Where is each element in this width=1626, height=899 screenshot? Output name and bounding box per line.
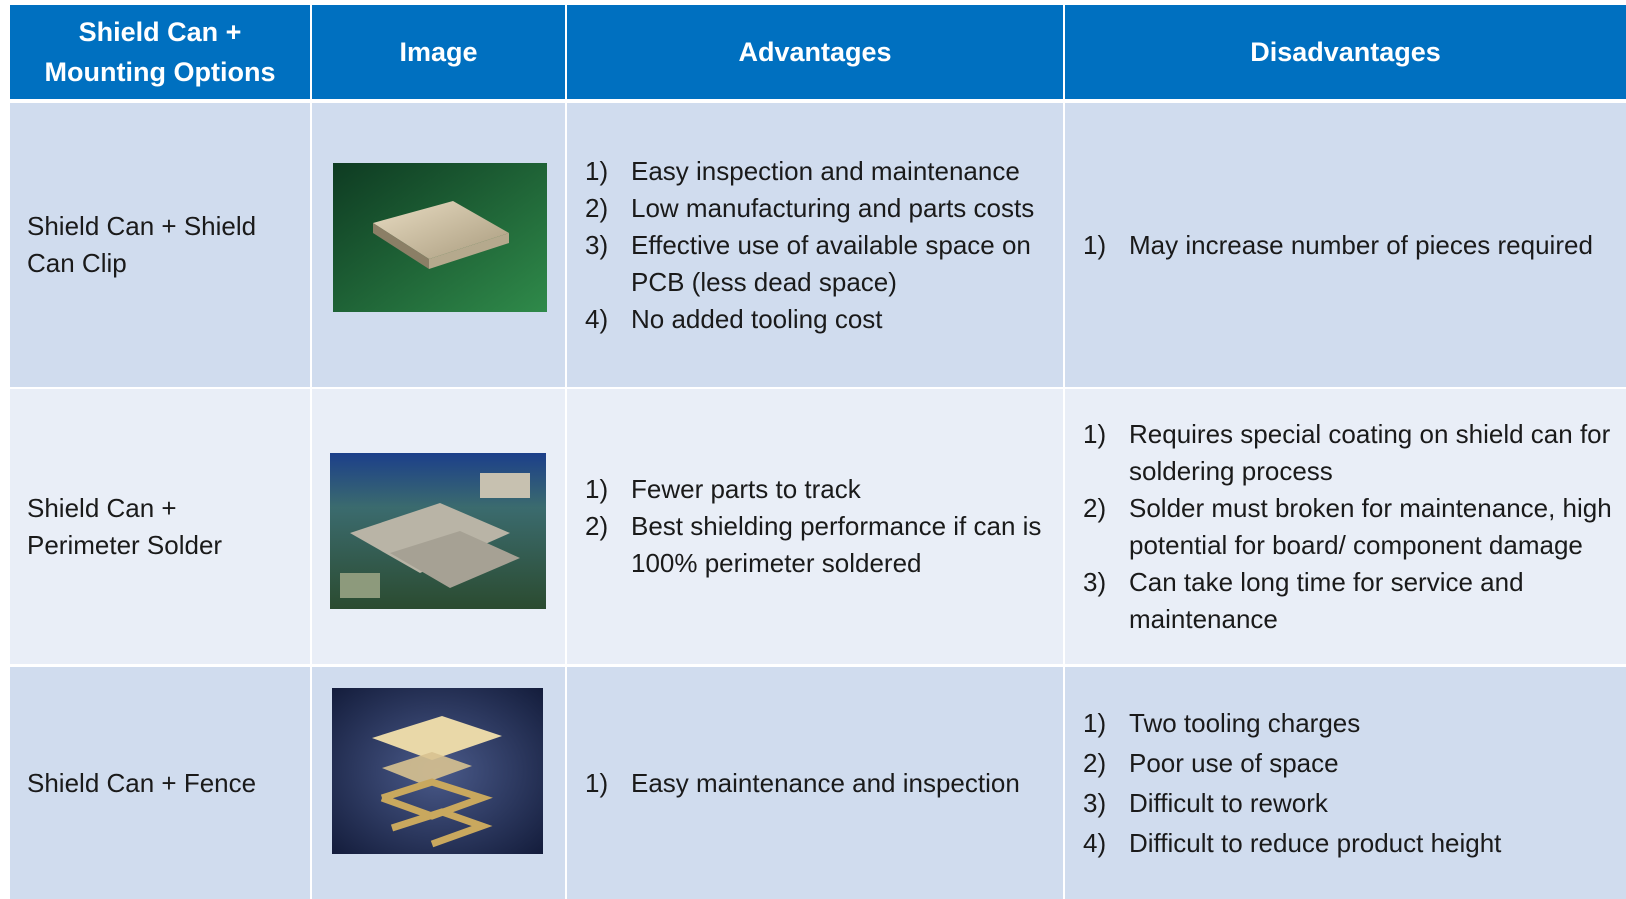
disadvantages-cell: 1) May increase number of pieces required — [1065, 103, 1626, 387]
option-text: Shield Can + Shield Can Clip — [27, 211, 257, 278]
list-item: 1) Fewer parts to track — [585, 471, 1053, 508]
item-marker: 1) — [585, 155, 609, 186]
advantages-cell: 1) Fewer parts to track 2) Best shielding p… — [567, 389, 1063, 664]
product-image — [333, 163, 547, 312]
item-text: No added tooling cost — [631, 303, 883, 334]
list-item: 1) Easy maintenance and inspection — [585, 765, 1053, 802]
disadvantages-list: 1) Requires special coating on shield can… — [1065, 416, 1626, 638]
list-item: 2) Best shielding performance if can is 1… — [585, 508, 1053, 582]
item-marker: 2) — [585, 192, 609, 223]
advantages-list: 1) Easy maintenance and inspection — [567, 765, 1063, 802]
item-marker: 4) — [1083, 827, 1107, 858]
option-cell: Shield Can + Fence — [10, 667, 310, 899]
option-text: Shield Can + Fence — [27, 767, 257, 798]
option-text: Shield Can + Perimeter Solder — [27, 492, 223, 560]
item-text: Fewer parts to track — [631, 474, 861, 504]
item-text: May increase number of pieces required — [1129, 229, 1593, 260]
list-item: 1) Easy inspection and maintenance — [585, 153, 1053, 190]
disadvantages-cell: 1) Requires special coating on shield can… — [1065, 389, 1626, 664]
item-text: Can take long time for service and maint… — [1129, 566, 1524, 634]
advantages-list: 1) Fewer parts to track 2) Best shielding p… — [567, 471, 1063, 582]
header-cell: Image — [312, 5, 565, 99]
option-cell: Shield Can + Perimeter Solder — [10, 389, 310, 664]
item-text: Low manufacturing and parts costs — [631, 192, 1035, 223]
header-cell: Disadvantages — [1065, 5, 1626, 99]
list-item: 3) Effective use of available space on PC… — [585, 227, 1053, 301]
item-marker: 1) — [585, 767, 609, 798]
list-item: 1) Requires special coating on shield can… — [1083, 416, 1616, 490]
list-item: 1) Two tooling charges — [1083, 705, 1616, 742]
disadvantages-cell: 1) Two tooling charges 2) Poor use of space… — [1065, 667, 1626, 899]
disadvantages-list: 1) May increase number of pieces required — [1065, 227, 1626, 264]
item-marker: 1) — [1083, 418, 1107, 449]
list-item: 4) No added tooling cost — [585, 301, 1053, 338]
item-text: Poor use of space — [1129, 747, 1339, 778]
header-cell: Shield Can + Mounting Options — [10, 5, 310, 99]
item-marker: 3) — [1083, 566, 1107, 597]
header-cell: Advantages — [567, 5, 1063, 99]
item-marker: 3) — [585, 229, 609, 260]
list-item: 1) May increase number of pieces required — [1083, 227, 1616, 264]
disadvantages-list: 1) Two tooling charges 2) Poor use of space… — [1065, 702, 1626, 865]
item-text: Solder must broken for maintenance, high… — [1129, 492, 1612, 560]
item-marker: 4) — [585, 303, 609, 334]
item-text: Difficult to rework — [1129, 787, 1328, 818]
option-cell: Shield Can + Shield Can Clip — [10, 103, 310, 387]
product-image — [330, 453, 546, 609]
item-marker: 1) — [1083, 707, 1107, 738]
advantages-cell: 1) Easy inspection and maintenance 2) Low m… — [567, 103, 1063, 387]
list-item: 3) Difficult to rework — [1083, 785, 1616, 822]
list-item: 2) Poor use of space — [1083, 745, 1616, 782]
item-marker: 1) — [585, 474, 609, 504]
item-marker: 2) — [585, 511, 609, 541]
item-text: Easy inspection and maintenance — [631, 155, 1020, 186]
advantages-cell: 1) Easy maintenance and inspection — [567, 667, 1063, 899]
item-marker: 2) — [1083, 747, 1107, 778]
advantages-list: 1) Easy inspection and maintenance 2) Low m… — [567, 153, 1063, 338]
item-text: Best shielding performance if can is 100… — [631, 511, 1042, 578]
item-marker: 1) — [1083, 229, 1107, 260]
item-marker: 3) — [1083, 787, 1107, 818]
list-item: 2) Low manufacturing and parts costs — [585, 190, 1053, 227]
item-text: Difficult to reduce product height — [1129, 827, 1502, 858]
item-text: Effective use of available space on PCB … — [631, 229, 1031, 297]
list-item: 3) Can take long time for service and mai… — [1083, 564, 1616, 638]
item-text: Two tooling charges — [1129, 707, 1361, 738]
list-item: 2) Solder must broken for maintenance, hi… — [1083, 490, 1616, 564]
product-image — [332, 688, 543, 854]
list-item: 4) Difficult to reduce product height — [1083, 825, 1616, 862]
item-text: Requires special coating on shield can f… — [1129, 418, 1611, 486]
item-text: Easy maintenance and inspection — [631, 767, 1020, 798]
item-marker: 2) — [1083, 492, 1107, 523]
